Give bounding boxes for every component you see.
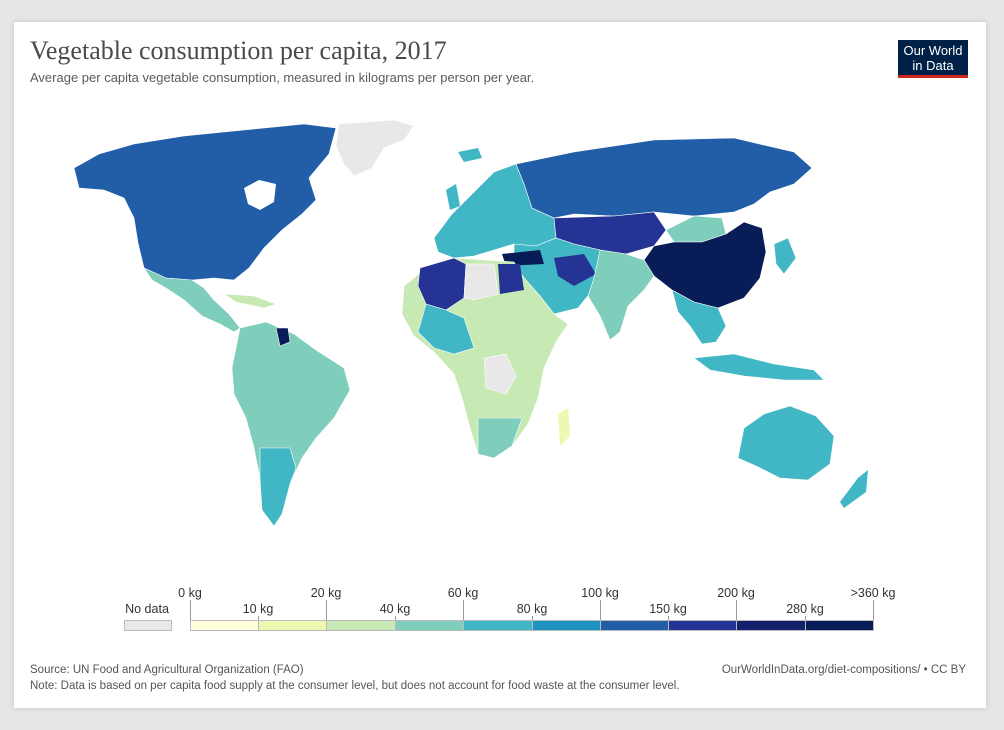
legend-tick [326,600,327,620]
region-greenland[interactable] [335,119,415,177]
license-link[interactable]: OurWorldInData.org/diet-compositions/ • … [721,664,966,676]
region-indonesia[interactable] [693,353,825,381]
region-new-zealand[interactable] [840,470,868,508]
region-china[interactable] [643,221,767,309]
logo-line-2: in Data [912,58,954,73]
legend-lower-label: 280 kg [786,602,824,616]
region-uk[interactable] [446,184,460,210]
legend-upper-label: 100 kg [581,586,619,600]
region-argentina[interactable] [259,447,297,527]
legend-tick [736,600,737,620]
legend-tick [395,616,396,620]
source-text: Source: UN Food and Agricultural Organiz… [30,664,304,676]
region-north-africa[interactable] [417,257,467,311]
page-title: Vegetable consumption per capita, 2017 [30,36,447,65]
legend-bin-swatch[interactable] [600,620,669,631]
legend-tick [258,616,259,620]
region-southeast-asia[interactable] [671,289,727,345]
legend-tick [190,600,191,620]
owid-logo[interactable]: Our World in Data [898,40,968,78]
region-madagascar[interactable] [558,408,570,446]
legend-no-data-swatch[interactable] [124,620,172,631]
legend-bin-swatch[interactable] [258,620,327,631]
region-russia[interactable] [515,137,813,219]
region-iran[interactable] [554,254,596,286]
legend-bin-swatch[interactable] [463,620,533,631]
legend-bin-swatch[interactable] [805,620,874,631]
region-egypt[interactable] [498,264,524,294]
region-korea-japan[interactable] [773,237,797,275]
legend-lower-label: 10 kg [242,602,274,616]
legend-bin-swatch[interactable] [395,620,464,631]
world-map[interactable] [54,118,884,538]
legend-bin-swatch[interactable] [532,620,601,631]
region-south-america[interactable] [231,321,351,527]
region-central-africa[interactable] [483,353,517,395]
legend: No data 0 kg 20 kg 60 kg 100 kg 200 kg >… [114,580,914,640]
legend-bin-swatch[interactable] [736,620,806,631]
region-caribbean[interactable] [222,293,277,309]
legend-bin-swatch[interactable] [190,620,259,631]
logo-line-1: Our World [903,43,963,58]
legend-upper-label: >360 kg [850,586,896,600]
legend-upper-label: 60 kg [447,586,479,600]
chart-card: Vegetable consumption per capita, 2017 A… [14,22,986,708]
region-australia[interactable] [737,405,835,481]
region-iceland[interactable] [458,148,482,162]
region-west-africa[interactable] [417,303,475,355]
legend-tick [463,600,464,620]
legend-tick [668,616,669,620]
legend-tick [532,616,533,620]
legend-tick [873,600,874,620]
legend-lower-label: 80 kg [516,602,548,616]
page-subtitle: Average per capita vegetable consumption… [30,70,535,85]
legend-bin-swatch[interactable] [326,620,396,631]
region-libya[interactable] [463,263,499,301]
legend-tick [600,600,601,620]
region-north-america[interactable] [73,123,337,281]
legend-lower-label: 40 kg [379,602,411,616]
legend-upper-label: 0 kg [178,586,202,600]
region-india[interactable] [587,249,655,341]
legend-upper-label: 20 kg [310,586,342,600]
region-hudson-bay [244,180,276,210]
region-guyana[interactable] [275,327,291,347]
note-text: Note: Data is based on per capita food s… [30,680,680,692]
legend-no-data-label: No data [125,602,169,616]
region-mexico-central-america[interactable] [143,267,241,333]
legend-lower-label: 150 kg [649,602,687,616]
legend-bin-swatch[interactable] [668,620,737,631]
legend-tick [805,616,806,620]
region-southern-africa[interactable] [477,417,523,459]
legend-upper-label: 200 kg [717,586,755,600]
